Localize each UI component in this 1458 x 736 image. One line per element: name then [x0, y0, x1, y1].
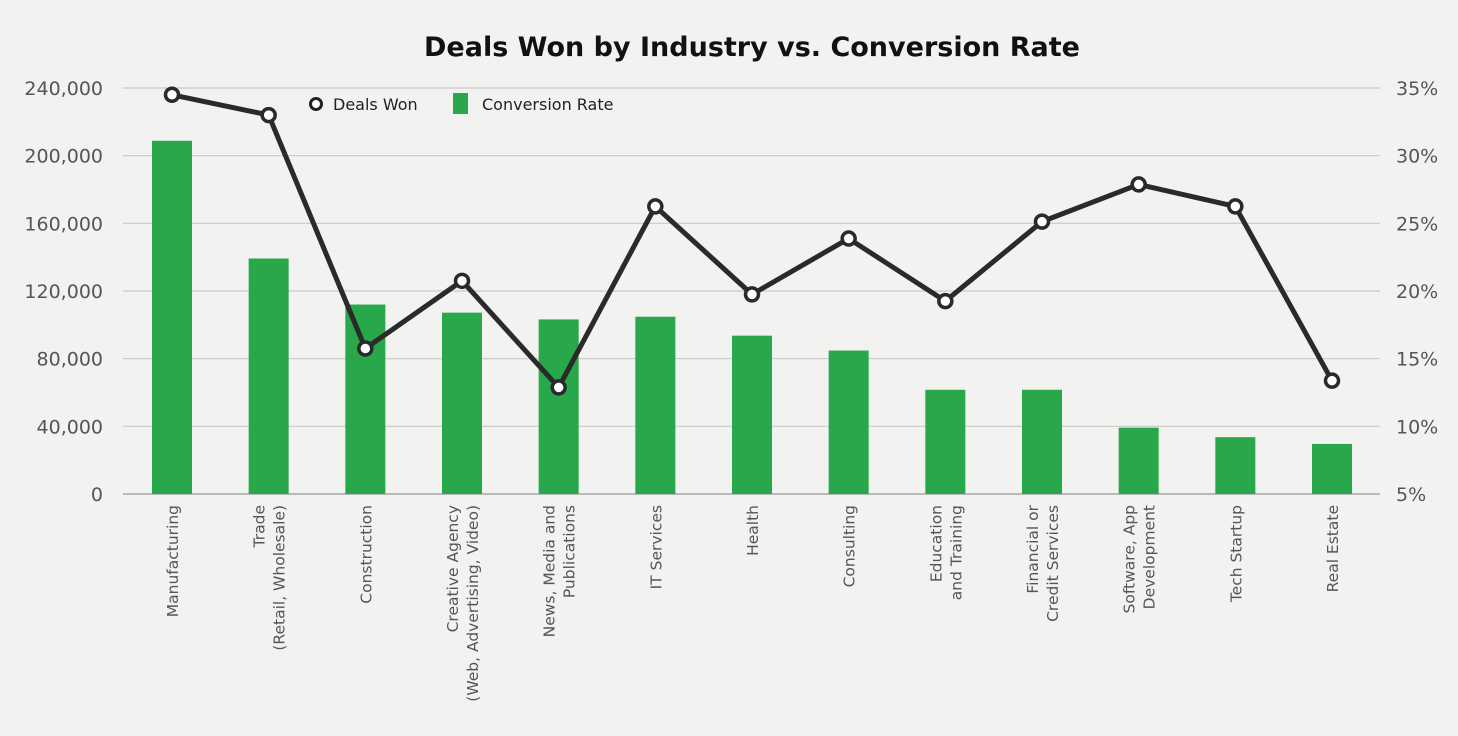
y-left-tick-label: 240,000 — [24, 78, 103, 100]
bar-conversion-rate — [1022, 389, 1062, 494]
x-category-label: Education and Training — [927, 505, 965, 600]
bar-conversion-rate — [248, 258, 289, 494]
y-right-tick-label: 30% — [1396, 146, 1438, 168]
point-deals-won — [357, 340, 374, 357]
x-category-label-line: News, Media and — [541, 505, 559, 637]
x-category-label: Consulting — [841, 505, 859, 587]
point-deals-won — [743, 286, 761, 303]
x-category-label: Manufacturing — [164, 505, 182, 617]
point-deals-won — [1130, 176, 1147, 193]
legend-label-deals-won: Deals Won — [333, 95, 418, 114]
point-deals-won — [1227, 198, 1244, 215]
y-right-tick-label: 15% — [1396, 349, 1438, 371]
x-category-label-line: Creative Agency — [444, 505, 462, 632]
bar-conversion-rate — [1312, 443, 1352, 494]
y-left-tick-label: 160,000 — [24, 213, 103, 235]
point-deals-won — [840, 230, 857, 247]
x-category-label: Creative Agency (Web, Advertising, Video) — [444, 505, 482, 702]
y-right-tick-label: 20% — [1396, 281, 1438, 303]
y-left-tick-label: 120,000 — [24, 281, 103, 303]
x-category-label-line: Publications — [561, 505, 579, 598]
x-category-label-line: and Training — [947, 505, 965, 600]
point-deals-won — [260, 106, 277, 124]
y-left-tick-label: 200,000 — [24, 146, 103, 168]
x-category-label-line: Manufacturing — [164, 505, 182, 617]
x-category-label: Construction — [357, 505, 375, 604]
x-category-label-line: Development — [1141, 505, 1159, 609]
x-category-label-line: Software, App — [1121, 505, 1139, 613]
bar-conversion-rate — [442, 312, 482, 494]
point-deals-won — [647, 198, 664, 215]
x-category-label-line: Construction — [357, 505, 375, 604]
line-series — [163, 86, 1341, 396]
x-category-label: Financial or Credit Services — [1024, 504, 1062, 622]
y-axis-left: 0 40,000 80,000 120,000 160,000 200,000 240,00… — [24, 78, 103, 506]
x-category-label-line: (Web, Advertising, Video) — [464, 505, 482, 702]
bar-conversion-rate — [925, 389, 966, 494]
x-category-label: Trade (Retail, Wholesale) — [251, 505, 289, 651]
x-category-label-line: (Retail, Wholesale) — [271, 505, 289, 651]
bars — [152, 140, 1352, 494]
legend-marker-conversion-rate — [453, 93, 468, 114]
legend: Deals Won Conversion Rate — [309, 93, 613, 114]
bar-conversion-rate — [828, 350, 869, 494]
y-left-tick-label: 0 — [91, 484, 103, 506]
y-left-tick-label: 80,000 — [37, 349, 103, 371]
chart-title: Deals Won by Industry vs. Conversion Rat… — [424, 32, 1080, 63]
x-category-label-line: IT Services — [647, 505, 665, 589]
x-category-label: Software, App Development — [1121, 505, 1159, 613]
bar-conversion-rate — [635, 316, 676, 494]
point-deals-won — [550, 379, 567, 396]
x-category-label-line: Health — [744, 505, 762, 556]
point-deals-won — [163, 86, 181, 104]
y-right-tick-label: 35% — [1396, 78, 1438, 100]
legend-label-conversion-rate: Conversion Rate — [482, 95, 613, 114]
y-left-tick-label: 40,000 — [37, 416, 103, 438]
x-axis-labels: Manufacturing Trade (Retail, Wholesale) Con… — [164, 504, 1342, 701]
bar-conversion-rate — [1118, 427, 1159, 494]
bar-conversion-rate — [538, 319, 579, 494]
x-category-label-line: Consulting — [841, 505, 859, 587]
x-category-label: Tech Startup — [1227, 505, 1245, 603]
x-category-label-line: Education — [927, 505, 945, 582]
x-category-label-line: Real Estate — [1324, 505, 1342, 592]
bar-conversion-rate — [1215, 437, 1256, 494]
x-category-label: Health — [744, 505, 762, 556]
point-deals-won — [1033, 213, 1051, 230]
point-deals-won — [937, 292, 954, 310]
x-category-label-line: Financial or — [1024, 504, 1042, 593]
y-right-tick-label: 5% — [1396, 484, 1426, 506]
y-right-tick-label: 25% — [1396, 213, 1438, 235]
x-category-label: Real Estate — [1324, 505, 1342, 592]
y-right-tick-label: 10% — [1396, 416, 1438, 438]
point-deals-won — [453, 272, 471, 290]
bar-conversion-rate — [732, 335, 772, 494]
bar-conversion-rate — [345, 304, 386, 494]
x-category-label-line: Tech Startup — [1227, 505, 1245, 603]
x-category-label-line: Trade — [251, 505, 269, 548]
x-category-label: News, Media and Publications — [541, 505, 579, 637]
legend-marker-deals-won — [309, 97, 323, 111]
y-axis-right: 5% 10% 15% 20% 25% 30% 35% — [1396, 78, 1438, 506]
point-deals-won — [1323, 372, 1341, 389]
x-category-label: IT Services — [647, 505, 665, 589]
bar-conversion-rate — [152, 140, 192, 494]
x-category-label-line: Credit Services — [1044, 505, 1062, 622]
